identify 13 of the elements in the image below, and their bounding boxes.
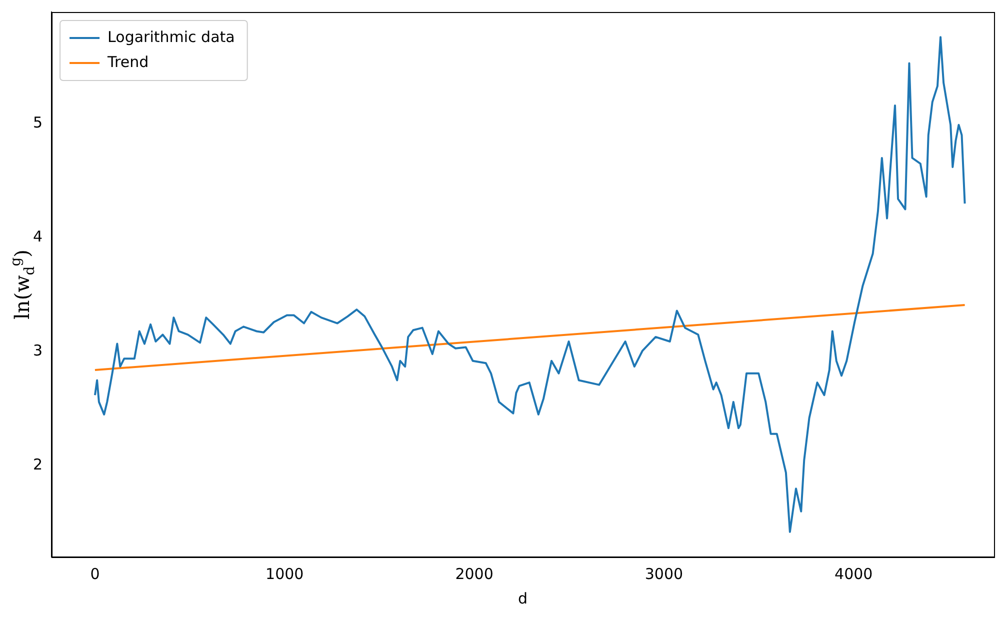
legend-label: Trend [106,52,149,71]
y-axis-title: ln(wdg) [8,250,38,320]
x-tick-label: 3000 [644,564,684,583]
y-tick-label: 5 [32,114,43,132]
x-tick-label: 0 [90,564,100,583]
x-tick-label: 2000 [455,564,494,583]
x-tick-label: 1000 [266,564,304,583]
x-tick-label: 4000 [834,564,873,583]
legend-label: Logarithmic data [108,28,235,46]
y-tick-label: 4 [32,228,43,246]
x-axis-title: d [518,589,528,608]
y-tick-label: 3 [32,342,43,360]
y-tick-label: 2 [32,456,43,474]
